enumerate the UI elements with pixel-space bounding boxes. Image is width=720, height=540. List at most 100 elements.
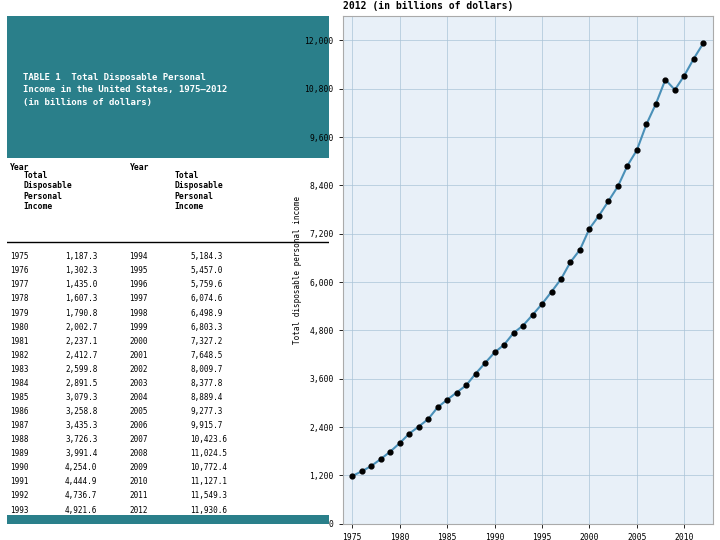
Text: 11,549.3: 11,549.3 bbox=[191, 491, 228, 501]
Text: 5,457.0: 5,457.0 bbox=[191, 266, 223, 275]
Text: Total
Disposable
Personal
Income: Total Disposable Personal Income bbox=[174, 171, 223, 211]
Text: 2,237.1: 2,237.1 bbox=[65, 336, 97, 346]
Text: 2001: 2001 bbox=[130, 350, 148, 360]
Text: 2,002.7: 2,002.7 bbox=[65, 322, 97, 332]
Point bbox=[621, 161, 633, 170]
Point bbox=[536, 300, 548, 308]
Text: 4,254.0: 4,254.0 bbox=[65, 463, 97, 472]
Text: 2011: 2011 bbox=[130, 491, 148, 501]
Text: 2005: 2005 bbox=[130, 407, 148, 416]
Text: 2009: 2009 bbox=[130, 463, 148, 472]
Point bbox=[660, 76, 671, 84]
Text: 4,736.7: 4,736.7 bbox=[65, 491, 97, 501]
Point bbox=[480, 359, 491, 367]
Text: 5,759.6: 5,759.6 bbox=[191, 280, 223, 289]
Point bbox=[441, 395, 453, 404]
Text: 7,327.2: 7,327.2 bbox=[191, 336, 223, 346]
Text: 5,184.3: 5,184.3 bbox=[191, 252, 223, 261]
Text: 1986: 1986 bbox=[10, 407, 29, 416]
Text: 1985: 1985 bbox=[10, 393, 29, 402]
Text: 1996: 1996 bbox=[130, 280, 148, 289]
Text: 1987: 1987 bbox=[10, 421, 29, 430]
Point bbox=[678, 71, 690, 80]
Text: 6,074.6: 6,074.6 bbox=[191, 294, 223, 303]
Text: 3,079.3: 3,079.3 bbox=[65, 393, 97, 402]
Point bbox=[384, 447, 396, 456]
Text: 10,423.6: 10,423.6 bbox=[191, 435, 228, 444]
Text: 2006: 2006 bbox=[130, 421, 148, 430]
Point bbox=[508, 329, 519, 338]
Point bbox=[669, 85, 680, 94]
Point bbox=[366, 462, 377, 470]
Text: 8,889.4: 8,889.4 bbox=[191, 393, 223, 402]
Point bbox=[432, 403, 444, 411]
Text: 1997: 1997 bbox=[130, 294, 148, 303]
Text: 1995: 1995 bbox=[130, 266, 148, 275]
Text: 10,772.4: 10,772.4 bbox=[191, 463, 228, 472]
Point bbox=[413, 422, 425, 431]
Text: 3,258.8: 3,258.8 bbox=[65, 407, 97, 416]
Point bbox=[470, 369, 482, 378]
Text: 1984: 1984 bbox=[10, 379, 29, 388]
Point bbox=[498, 340, 510, 349]
Text: 3,726.3: 3,726.3 bbox=[65, 435, 97, 444]
Point bbox=[641, 120, 652, 129]
Point bbox=[460, 381, 472, 390]
Text: 1,187.3: 1,187.3 bbox=[65, 252, 97, 261]
Text: 1993: 1993 bbox=[10, 505, 29, 515]
Text: 2004: 2004 bbox=[130, 393, 148, 402]
Text: 1989: 1989 bbox=[10, 449, 29, 458]
Text: 3,991.4: 3,991.4 bbox=[65, 449, 97, 458]
Text: 2000: 2000 bbox=[130, 336, 148, 346]
Text: 1976: 1976 bbox=[10, 266, 29, 275]
Text: 1981: 1981 bbox=[10, 336, 29, 346]
Point bbox=[650, 99, 662, 108]
Point bbox=[403, 429, 415, 438]
Text: 1994: 1994 bbox=[130, 252, 148, 261]
Point bbox=[631, 146, 643, 154]
Text: 1990: 1990 bbox=[10, 463, 29, 472]
Text: 1979: 1979 bbox=[10, 308, 29, 318]
Text: 7,648.5: 7,648.5 bbox=[191, 350, 223, 360]
Text: 9,915.7: 9,915.7 bbox=[191, 421, 223, 430]
Text: 6,498.9: 6,498.9 bbox=[191, 308, 223, 318]
Text: 2012: 2012 bbox=[130, 505, 148, 515]
Text: 1999: 1999 bbox=[130, 322, 148, 332]
Text: 1980: 1980 bbox=[10, 322, 29, 332]
Text: 2002: 2002 bbox=[130, 365, 148, 374]
Text: Total Disposable Personal Income in the United States: 1975–
2012 (in billions o: Total Disposable Personal Income in the … bbox=[343, 0, 696, 11]
Point bbox=[564, 258, 576, 266]
Text: Year: Year bbox=[130, 164, 149, 172]
Text: 6,803.3: 6,803.3 bbox=[191, 322, 223, 332]
Point bbox=[612, 182, 624, 191]
Text: 1978: 1978 bbox=[10, 294, 29, 303]
FancyBboxPatch shape bbox=[7, 515, 329, 524]
Y-axis label: Total disposable personal income: Total disposable personal income bbox=[293, 196, 302, 344]
Text: Total
Disposable
Personal
Income: Total Disposable Personal Income bbox=[23, 171, 72, 211]
Text: 1992: 1992 bbox=[10, 491, 29, 501]
Text: 1,302.3: 1,302.3 bbox=[65, 266, 97, 275]
Point bbox=[603, 197, 614, 205]
Point bbox=[394, 439, 405, 448]
Text: 1983: 1983 bbox=[10, 365, 29, 374]
Text: 1988: 1988 bbox=[10, 435, 29, 444]
Point bbox=[517, 321, 528, 330]
Point bbox=[688, 54, 700, 63]
Text: 1975: 1975 bbox=[10, 252, 29, 261]
Text: 2008: 2008 bbox=[130, 449, 148, 458]
Point bbox=[593, 211, 605, 220]
Point bbox=[423, 415, 434, 423]
Text: 11,127.1: 11,127.1 bbox=[191, 477, 228, 487]
Text: 3,435.3: 3,435.3 bbox=[65, 421, 97, 430]
Text: 2003: 2003 bbox=[130, 379, 148, 388]
Point bbox=[356, 467, 367, 476]
Text: Year: Year bbox=[10, 164, 30, 172]
Text: 1,607.3: 1,607.3 bbox=[65, 294, 97, 303]
Point bbox=[375, 455, 387, 463]
Text: 11,024.5: 11,024.5 bbox=[191, 449, 228, 458]
Text: 2,891.5: 2,891.5 bbox=[65, 379, 97, 388]
Text: 8,009.7: 8,009.7 bbox=[191, 365, 223, 374]
Text: 2,412.7: 2,412.7 bbox=[65, 350, 97, 360]
Text: 8,377.8: 8,377.8 bbox=[191, 379, 223, 388]
Text: TABLE 1  Total Disposable Personal
Income in the United States, 1975–2012
(in bi: TABLE 1 Total Disposable Personal Income… bbox=[23, 73, 228, 107]
